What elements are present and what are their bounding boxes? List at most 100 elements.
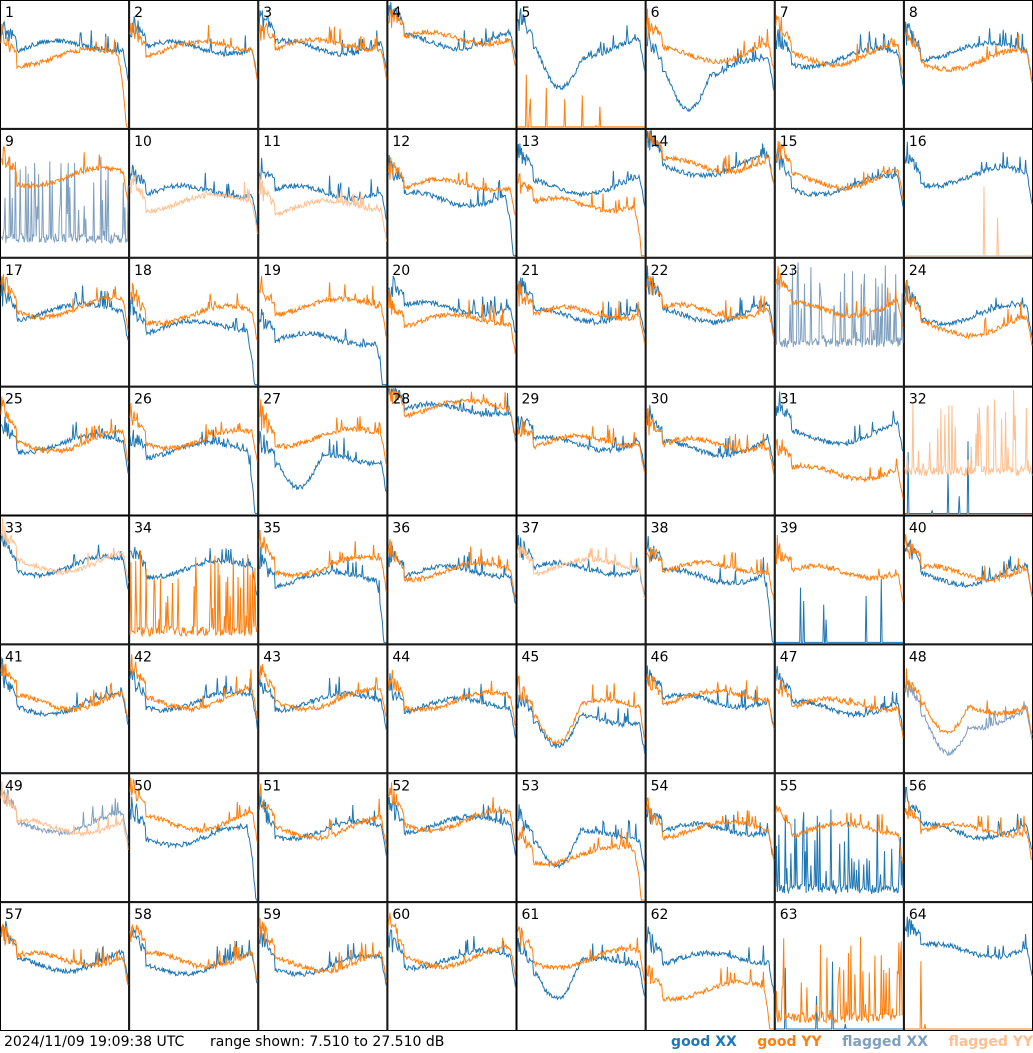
- series-yy-line: [646, 130, 775, 185]
- panel-46: 46: [645, 644, 775, 774]
- panel-label: 7: [780, 5, 789, 21]
- panel-50: 50: [129, 773, 259, 903]
- series-yy-line: [387, 157, 516, 217]
- panel-frame: [129, 128, 259, 258]
- panel-frame: [516, 515, 646, 645]
- panel-2: 2: [129, 0, 259, 129]
- panel-label: 3: [263, 5, 272, 21]
- series-yy-line: [904, 801, 1033, 860]
- panel-24: 24: [903, 257, 1033, 387]
- panel-frame: [774, 0, 904, 129]
- panel-30: 30: [645, 386, 775, 516]
- panel-label: 22: [651, 263, 669, 279]
- panel-label: 51: [263, 778, 281, 794]
- panel-44: 44: [387, 644, 517, 774]
- legend-good-xx: good XX: [671, 1034, 737, 1050]
- panel-frame: [645, 0, 775, 129]
- panel-60: 60: [387, 902, 517, 1031]
- panel-5: 5: [516, 0, 646, 129]
- panel-label: 23: [780, 263, 798, 279]
- panel-label: 44: [392, 649, 410, 665]
- panel-label: 57: [5, 907, 23, 923]
- series-xx-line: [775, 391, 904, 452]
- panel-14: 14: [645, 128, 775, 258]
- panel-frame: [258, 257, 388, 387]
- series-yy-line: [646, 547, 775, 602]
- series-xx-line: [387, 673, 516, 739]
- series-xx-line: [0, 921, 129, 983]
- series-yy-line: [646, 276, 775, 339]
- panel-label: 18: [134, 263, 152, 279]
- series-yy-line: [129, 403, 258, 462]
- series-xx-line: [775, 809, 904, 895]
- series-yy-line: [387, 388, 516, 438]
- panel-label: 16: [909, 134, 927, 150]
- series-yy-line: [0, 396, 129, 463]
- series-yy-line: [517, 543, 646, 599]
- panel-label: 10: [134, 134, 152, 150]
- panel-26: 26: [129, 386, 259, 516]
- panel-frame: [387, 773, 517, 903]
- series-yy-line: [129, 923, 258, 982]
- panel-49: 49: [0, 773, 130, 903]
- panel-frame: [387, 128, 517, 258]
- series-xx-line: [517, 277, 646, 334]
- panel-45: 45: [516, 644, 646, 774]
- panel-1: 1: [0, 0, 130, 129]
- panel-label: 32: [909, 392, 927, 408]
- panel-label: 63: [780, 907, 798, 923]
- panel-frame: [129, 773, 259, 903]
- panel-20: 20: [387, 257, 517, 387]
- panel-label: 49: [5, 778, 23, 794]
- series-xx-line: [0, 656, 129, 725]
- panel-label: 27: [263, 392, 281, 408]
- panel-label: 25: [5, 392, 23, 408]
- series-yy-line: [129, 654, 258, 721]
- series-yy-line: [775, 678, 904, 738]
- panel-53: 53: [516, 773, 646, 903]
- panel-frame: [516, 902, 646, 1031]
- panel-label: 36: [392, 521, 410, 537]
- series-yy-line: [646, 673, 775, 730]
- series-yy-line: [517, 281, 646, 345]
- series-yy-line: [0, 517, 129, 584]
- panel-frame: [645, 644, 775, 774]
- panel-label: 59: [263, 907, 281, 923]
- panel-frame: [387, 902, 517, 1031]
- series-yy-line: [0, 274, 129, 332]
- panel-frame: [387, 644, 517, 774]
- series-yy-line: [517, 675, 646, 746]
- series-yy-line: [904, 27, 1033, 83]
- legend: good XX good YY flagged XX flagged YY: [655, 1031, 1033, 1053]
- panel-frame: [387, 0, 517, 129]
- series-yy-line: [129, 283, 258, 341]
- panel-frame: [129, 386, 259, 516]
- series-yy-line: [517, 419, 646, 474]
- series-xx-line: [775, 262, 904, 349]
- series-xx-line: [129, 927, 258, 984]
- series-xx-line: [775, 29, 904, 86]
- series-xx-line: [387, 545, 516, 604]
- panel-12: 12: [387, 128, 517, 258]
- panel-42: 42: [129, 644, 259, 774]
- panel-frame: [774, 644, 904, 774]
- panel-27: 27: [258, 386, 388, 516]
- series-yy-line: [129, 175, 258, 235]
- series-xx-line: [517, 534, 646, 600]
- series-yy-line: [129, 21, 258, 81]
- series-xx-line: [646, 536, 774, 643]
- series-xx-line: [258, 793, 387, 856]
- panel-frame: [516, 386, 646, 516]
- panel-frame: [258, 902, 388, 1031]
- panel-label: 40: [909, 521, 927, 537]
- panel-28: 28: [387, 386, 517, 516]
- panel-label: 50: [134, 778, 152, 794]
- panel-37: 37: [516, 515, 646, 645]
- series-yy-line: [258, 664, 387, 719]
- series-yy-line: [0, 23, 129, 128]
- series-xx-line: [904, 786, 1033, 850]
- series-yy-line: [646, 797, 775, 861]
- panel-label: 58: [134, 907, 152, 923]
- series-yy-line: [775, 936, 903, 1025]
